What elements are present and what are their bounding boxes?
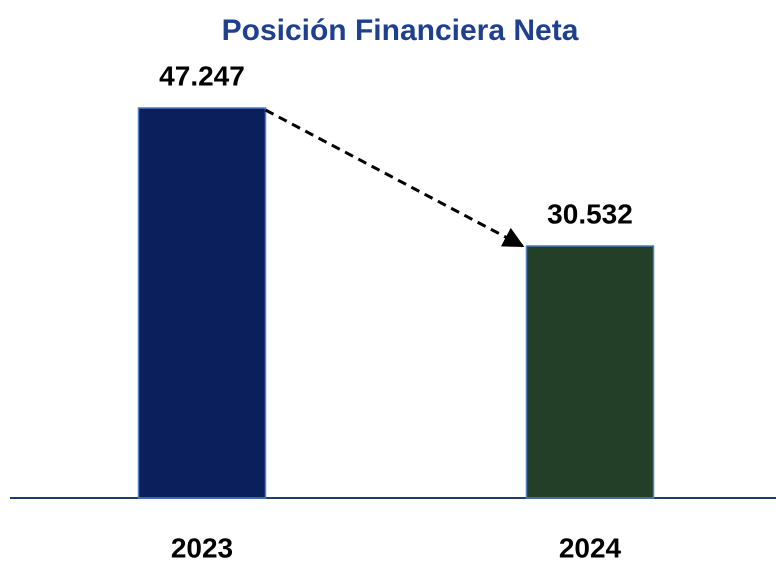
bar — [137, 107, 267, 499]
value-label: 47.247 — [159, 60, 245, 91]
x-tick-label: 2024 — [559, 532, 622, 563]
x-tick-label: 2023 — [171, 532, 233, 563]
value-label: 30.532 — [547, 198, 633, 229]
bar — [525, 245, 655, 499]
chart-title: Posición Financiera Neta — [222, 14, 579, 47]
trend-arrow — [264, 108, 525, 248]
